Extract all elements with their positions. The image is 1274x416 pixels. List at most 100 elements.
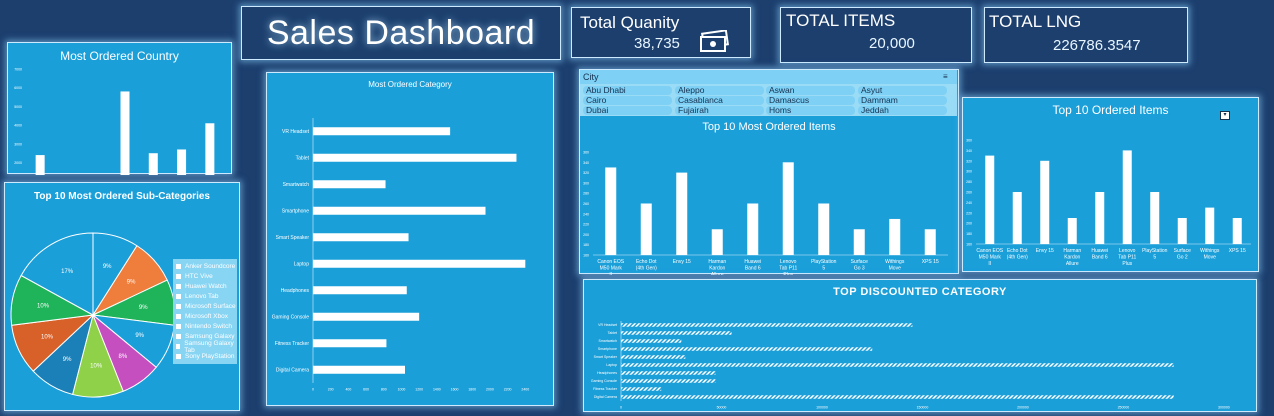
y-tick-label: 4000: [14, 124, 22, 128]
y-tick-label: 240: [583, 212, 589, 216]
bar: [621, 379, 716, 383]
filter-button[interactable]: ▾: [1220, 111, 1230, 120]
slicer-item[interactable]: Jeddah: [858, 106, 947, 115]
category-bar-chart: VR Headset Tablet Smartwatch Smartphone Smar…: [272, 118, 529, 392]
legend-item[interactable]: Huawei Watch: [173, 281, 237, 291]
bar: [313, 233, 409, 242]
legend-checkbox[interactable]: [176, 283, 181, 289]
bar: [1012, 192, 1022, 244]
bar: [782, 162, 794, 255]
legend-checkbox[interactable]: [176, 273, 181, 279]
x-tick-label: Envy 15: [673, 259, 691, 265]
legend-checkbox[interactable]: [176, 334, 181, 340]
slicer-item[interactable]: Cairo: [583, 96, 672, 105]
bar: [621, 339, 682, 343]
y-tick-label: 160: [583, 254, 589, 258]
y-tick-label: 200: [966, 222, 972, 226]
category-label: Smartwatch: [283, 182, 310, 188]
slicer-item[interactable]: Dammam: [858, 96, 947, 105]
legend-label: Samsung Galaxy: [185, 333, 235, 341]
bar: [313, 339, 387, 348]
bar: [985, 155, 995, 244]
x-tick-label: Surface Go 2: [1174, 248, 1191, 261]
chart-title: TOP DISCOUNTED CATEGORY: [833, 286, 1007, 298]
x-tick-label: 200000: [1017, 406, 1029, 410]
slicer-item[interactable]: Homs: [766, 106, 855, 115]
y-tick-label: 200: [583, 233, 589, 237]
x-tick-label: 2000: [486, 388, 494, 392]
slicer-item[interactable]: Casablanca: [675, 96, 764, 105]
category-label: Smartphone: [282, 208, 309, 214]
bar: [313, 365, 405, 374]
legend-item[interactable]: Samsung Galaxy: [173, 332, 237, 342]
bar: [621, 347, 873, 351]
money-icon: [698, 29, 730, 59]
x-tick-label: 1600: [451, 388, 459, 392]
x-tick-label: Envy 15: [1036, 248, 1054, 254]
bar: [853, 229, 865, 255]
legend-checkbox[interactable]: [176, 324, 181, 330]
bar: [313, 286, 407, 295]
legend-checkbox[interactable]: [176, 344, 181, 350]
slicer-item[interactable]: Damascus: [766, 96, 855, 105]
legend-checkbox[interactable]: [176, 263, 181, 269]
legend-item[interactable]: Microsoft Surface: [173, 301, 237, 311]
bar: [313, 127, 451, 136]
y-tick-label: 7000: [14, 68, 22, 72]
legend-label: Sony PlayStation: [185, 353, 235, 361]
slicer-item[interactable]: Asyut: [858, 86, 947, 95]
legend-item[interactable]: Nintendo Switch: [173, 322, 237, 332]
chart-title: Top 10 Most Ordered Sub-Categories: [34, 191, 210, 202]
bar: [1232, 218, 1242, 244]
x-tick-label: Lenovo Tab P11 Plus: [1118, 248, 1136, 267]
category-label: Smartwatch: [599, 339, 618, 343]
legend-label: Huawei Watch: [185, 282, 227, 290]
chart-top-discounted-category: TOP DISCOUNTED CATEGORY VR Headset Tablet…: [583, 279, 1257, 412]
chart-most-ordered-category: Most Ordered Category VR Headset Tablet Sm…: [266, 72, 554, 406]
y-tick-label: 3000: [14, 142, 22, 146]
legend-item[interactable]: HTC Vive: [173, 271, 237, 281]
pie-data-label: 8%: [119, 354, 128, 360]
legend-checkbox[interactable]: [176, 314, 181, 320]
legend-label: Nintendo Switch: [185, 323, 232, 331]
discount-bar-chart: VR Headset Tablet Smartwatch Smartphone Smar…: [591, 321, 1230, 410]
x-tick-label: 600: [363, 388, 369, 392]
legend-label: Anker Soundcore: [185, 262, 236, 270]
category-label: Smart Speaker: [276, 235, 310, 241]
city-slicer[interactable]: City ≡ Abu Dhabi Aleppo Aswan Asyut Cairo Cas…: [580, 70, 957, 116]
slicer-item[interactable]: Dubai: [583, 106, 672, 115]
page-title: Sales Dashboard: [266, 14, 536, 52]
bar: [621, 355, 686, 359]
slicer-item[interactable]: Aswan: [766, 86, 855, 95]
legend-checkbox[interactable]: [176, 303, 181, 309]
legend-item[interactable]: Lenovo Tab: [173, 291, 237, 301]
kpi-total-lng: TOTAL LNG 226786.3547: [984, 7, 1188, 63]
kpi-label: TOTAL ITEMS: [786, 11, 896, 30]
chart-title: Most Ordered Country: [60, 49, 179, 63]
legend-item[interactable]: Samsung Galaxy Tab: [173, 340, 237, 354]
slicer-item[interactable]: Fujairah: [675, 106, 764, 115]
legend-checkbox[interactable]: [176, 354, 181, 360]
legend-checkbox[interactable]: [176, 293, 181, 299]
y-tick-label: 6000: [14, 86, 22, 90]
pie-data-label: 9%: [139, 305, 148, 311]
slicer-item[interactable]: Aleppo: [675, 86, 764, 95]
legend-item[interactable]: Anker Soundcore: [173, 261, 237, 271]
ordered-items-bar-chart: 160 180 200 220 240 260 280 300 320 340 360 Canon E…: [966, 139, 1251, 267]
legend-item[interactable]: Sony PlayStation: [173, 352, 237, 362]
slicer-clear-icon[interactable]: ≡: [943, 72, 948, 81]
kpi-total-quantity: Total Quanity 38,735: [571, 7, 751, 58]
category-label: VR Headset: [598, 323, 617, 327]
y-tick-label: 300: [966, 170, 972, 174]
y-tick-label: 180: [966, 232, 972, 236]
category-label: Tablet: [296, 155, 310, 161]
y-tick-label: 180: [583, 243, 589, 247]
kpi-total-items: TOTAL ITEMS 20,000: [780, 7, 972, 63]
legend-item[interactable]: Microsoft Xbox: [173, 311, 237, 321]
x-tick-label: 1000: [398, 388, 406, 392]
y-tick-label: 340: [583, 161, 589, 165]
bar: [148, 153, 158, 175]
slicer-item[interactable]: Abu Dhabi: [583, 86, 672, 95]
pie-data-label: 9%: [103, 264, 112, 270]
pie-data-label: 17%: [61, 269, 74, 275]
